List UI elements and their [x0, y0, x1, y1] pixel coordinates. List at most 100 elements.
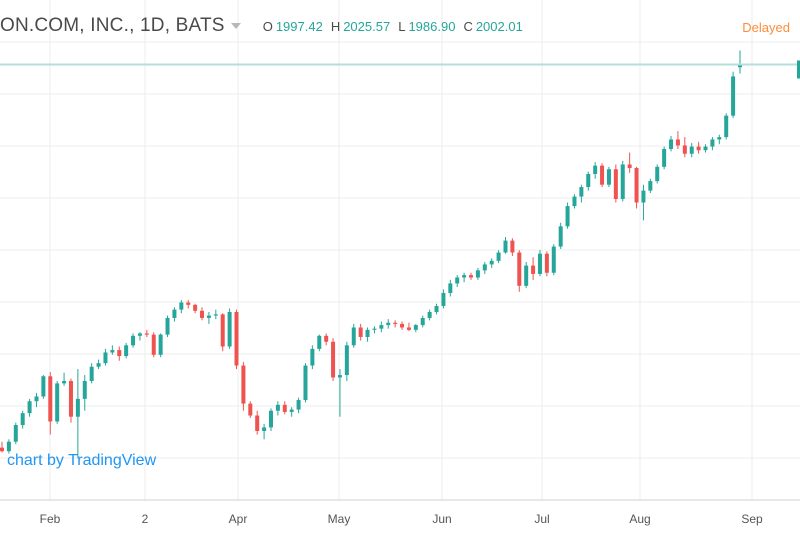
candle-body [648, 181, 653, 191]
candle-body [386, 322, 391, 326]
candle-body [96, 363, 101, 367]
candle-body [406, 327, 411, 330]
candle-body [351, 327, 356, 346]
candle-body [544, 253, 549, 273]
candle-body [634, 168, 639, 203]
candle-body [75, 398, 80, 417]
candle-body [137, 333, 142, 336]
x-tick-label: Jun [432, 512, 451, 526]
candle-body [462, 275, 467, 278]
candle-body [158, 334, 163, 355]
x-tick-label: Aug [629, 512, 650, 526]
candle-body [531, 265, 536, 274]
candle-body [82, 381, 87, 399]
candle-body [441, 292, 446, 307]
candle-body [13, 425, 18, 442]
candle-body [669, 139, 674, 149]
candle-body [103, 352, 108, 364]
candle-body [200, 310, 205, 318]
high-value: 2025.57 [343, 18, 391, 34]
candle-body [248, 403, 253, 416]
candle-body [186, 302, 191, 305]
candle-body [303, 365, 308, 401]
candle-body [593, 165, 598, 174]
open-label: O [262, 18, 273, 34]
candle-body [503, 240, 508, 253]
candle-body [165, 317, 170, 335]
candle-body [517, 252, 522, 286]
low-value: 1986.90 [408, 18, 456, 34]
candle-body [206, 315, 211, 318]
candle-body [89, 366, 94, 382]
candle-body [551, 246, 556, 273]
ohlc-open: O 1997.42 [263, 19, 323, 34]
candle-body [317, 335, 322, 349]
candle-body [255, 415, 260, 431]
open-value: 1997.42 [275, 18, 323, 34]
candle-body [655, 166, 660, 182]
last-price-marker [797, 60, 800, 79]
candle-body [262, 427, 267, 431]
candle-body [641, 190, 646, 203]
candle-body [379, 325, 384, 329]
candle-body [179, 302, 184, 310]
candle-body [310, 348, 315, 366]
tradingview-attribution-link[interactable]: chart by TradingView [7, 452, 157, 469]
candle-body [489, 260, 494, 265]
candle-body [337, 375, 342, 378]
candle-body [62, 381, 67, 384]
candle-body [524, 265, 529, 286]
candle-body [324, 335, 329, 342]
candle-body [275, 404, 280, 411]
candle-body [696, 146, 701, 151]
candle-body [193, 304, 198, 311]
candle-body [227, 312, 232, 347]
candle-body [427, 312, 432, 318]
candle-body [572, 196, 577, 207]
candle-body [48, 376, 53, 422]
candle-body [296, 400, 301, 410]
candle-body [627, 164, 632, 169]
candle-body [289, 409, 294, 412]
chart-header: ON.COM, INC., 1D, BATS O 1997.42 H 2025.57… [0, 12, 523, 40]
candle-body [41, 376, 46, 397]
candle-body [0, 447, 4, 452]
candle-body [600, 165, 605, 185]
candle-body [579, 187, 584, 197]
candle-body [558, 226, 563, 247]
candle-body [496, 252, 501, 261]
low-label: L [398, 18, 406, 34]
close-label: C [463, 18, 473, 34]
close-value: 2002.01 [475, 18, 523, 34]
candle-body [241, 365, 246, 404]
candle-body [27, 401, 32, 414]
x-tick-label: May [328, 512, 351, 526]
symbol-title: ON.COM, INC., 1D, BATS [0, 15, 225, 36]
candle-body [172, 309, 177, 318]
x-tick-label: Feb [40, 512, 61, 526]
candle-body [469, 275, 474, 278]
candle-body [510, 240, 515, 253]
ohlc-high: H 2025.57 [331, 19, 390, 34]
candle-body [6, 441, 11, 452]
high-label: H [330, 18, 341, 34]
chevron-down-icon[interactable] [230, 23, 241, 29]
candle-body [537, 253, 542, 274]
candle-body [482, 264, 487, 271]
candle-body [393, 322, 398, 324]
candle-body [400, 323, 405, 328]
candle-body [268, 410, 273, 428]
candle-body [413, 325, 418, 330]
candle-body [131, 335, 136, 346]
candle-body [55, 383, 60, 422]
candle-body [331, 341, 336, 378]
candle-body [475, 270, 480, 278]
candle-body [117, 350, 122, 357]
x-tick-label: Apr [229, 512, 248, 526]
candle-body [34, 396, 39, 402]
candle-body [455, 277, 460, 284]
candle-body [420, 317, 425, 326]
candle-body [144, 333, 149, 335]
candle-body [434, 306, 439, 312]
